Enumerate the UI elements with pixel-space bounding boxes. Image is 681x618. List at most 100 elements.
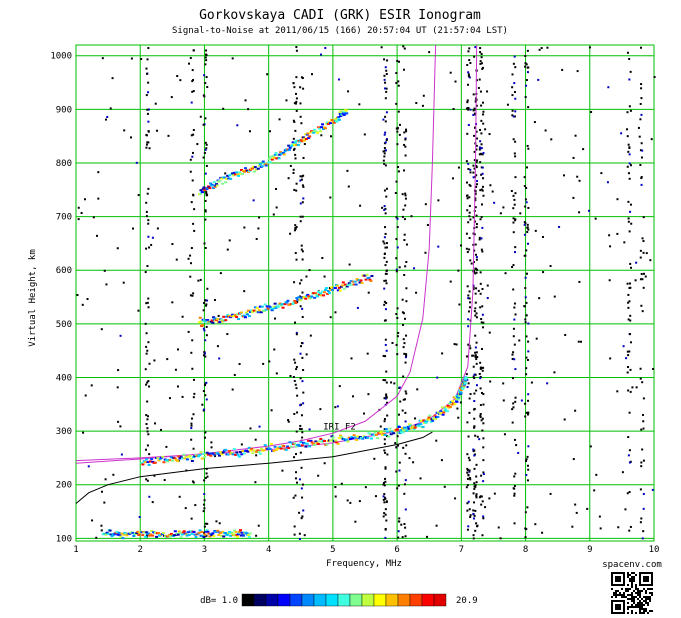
noise-dot [469,514,472,517]
echo-pixel [464,377,468,380]
noise-dot [514,368,517,371]
echo-pixel [180,457,184,460]
echo-pixel [248,449,252,452]
qr-module [639,602,641,604]
echo-pixel [287,144,291,147]
echo-pixel [237,318,241,321]
noise-dot [534,229,537,232]
noise-dot [472,288,475,291]
noise-dot [511,357,514,360]
qr-module [641,602,643,604]
echo-pixel [178,457,182,460]
noise-dot [512,138,515,141]
noise-dot [482,437,485,440]
echo-pixel [148,460,152,463]
noise-dot [404,154,407,157]
noise-dot [481,305,484,308]
noise-dot [384,131,387,134]
noise-dot [639,118,642,121]
x-tick-label: 2 [138,545,143,555]
qr-module [643,600,645,602]
echo-pixel [193,533,197,536]
echo-pixel [460,386,464,389]
noise-dot [204,199,207,202]
noise-dot [457,269,460,272]
noise-dot [147,306,150,309]
echo-pixel [328,122,332,125]
echo-pixel [336,442,340,445]
echo-pixel [209,533,213,536]
echo-pixel [229,534,233,537]
noise-dot [481,153,484,156]
noise-dot [100,529,103,532]
noise-dot [620,132,623,135]
noise-dot [563,418,566,421]
echo-pixel [227,450,231,453]
noise-dot [574,503,577,506]
qr-module [647,598,649,600]
echo-pixel [340,284,344,287]
noise-dot [652,367,655,370]
noise-dot [292,148,295,151]
noise-dot [466,197,469,200]
echo-pixel [177,455,181,458]
noise-dot [301,414,304,417]
noise-dot [300,342,303,345]
noise-dot [626,111,629,114]
echo-pixel [312,292,316,295]
echo-pixel [274,306,278,309]
noise-dot [473,159,476,162]
noise-dot [165,445,168,448]
echo-pixel [213,453,217,456]
qr-module [627,594,629,596]
noise-dot [205,143,208,146]
noise-dot [380,46,383,49]
noise-dot [482,473,485,476]
noise-dot [558,225,561,228]
noise-dot [402,45,405,48]
qr-module [619,592,621,594]
noise-dot [202,156,205,159]
noise-dot [148,147,151,150]
echo-pixel [395,428,399,431]
noise-dot [147,222,150,225]
noise-dot [296,411,299,414]
noise-dot [479,51,482,54]
noise-dot [511,421,514,424]
echo-pixel [178,531,182,534]
qr-module [639,608,641,610]
qr-module [631,600,633,602]
noise-dot [475,258,478,261]
noise-dot [294,153,297,156]
noise-dot [203,503,206,506]
echo-pixel [464,379,468,382]
noise-dot [512,264,515,267]
noise-dot [473,134,476,137]
noise-dot [205,304,208,307]
noise-dot [385,269,388,272]
noise-dot [135,161,138,164]
noise-dot [272,213,275,216]
echo-pixel [224,319,228,322]
noise-dot [257,524,260,527]
noise-dot [294,361,297,364]
noise-dot [146,349,149,352]
echo-pixel [112,533,116,536]
echo-pixel [441,413,445,416]
noise-dot [527,322,530,325]
echo-pixel [389,433,393,436]
noise-dot [190,422,193,425]
echo-pixel [316,295,320,298]
x-tick-label: 1 [73,545,78,555]
noise-dot [404,137,407,140]
noise-dot [206,475,209,478]
echo-pixel [166,460,170,463]
noise-dot [350,357,353,360]
noise-dot [651,488,654,491]
noise-dot [480,147,483,150]
noise-dot [202,123,205,126]
echo-pixel [306,439,310,442]
echo-pixel [350,436,354,439]
noise-dot [480,216,483,219]
noise-dot [482,366,485,369]
